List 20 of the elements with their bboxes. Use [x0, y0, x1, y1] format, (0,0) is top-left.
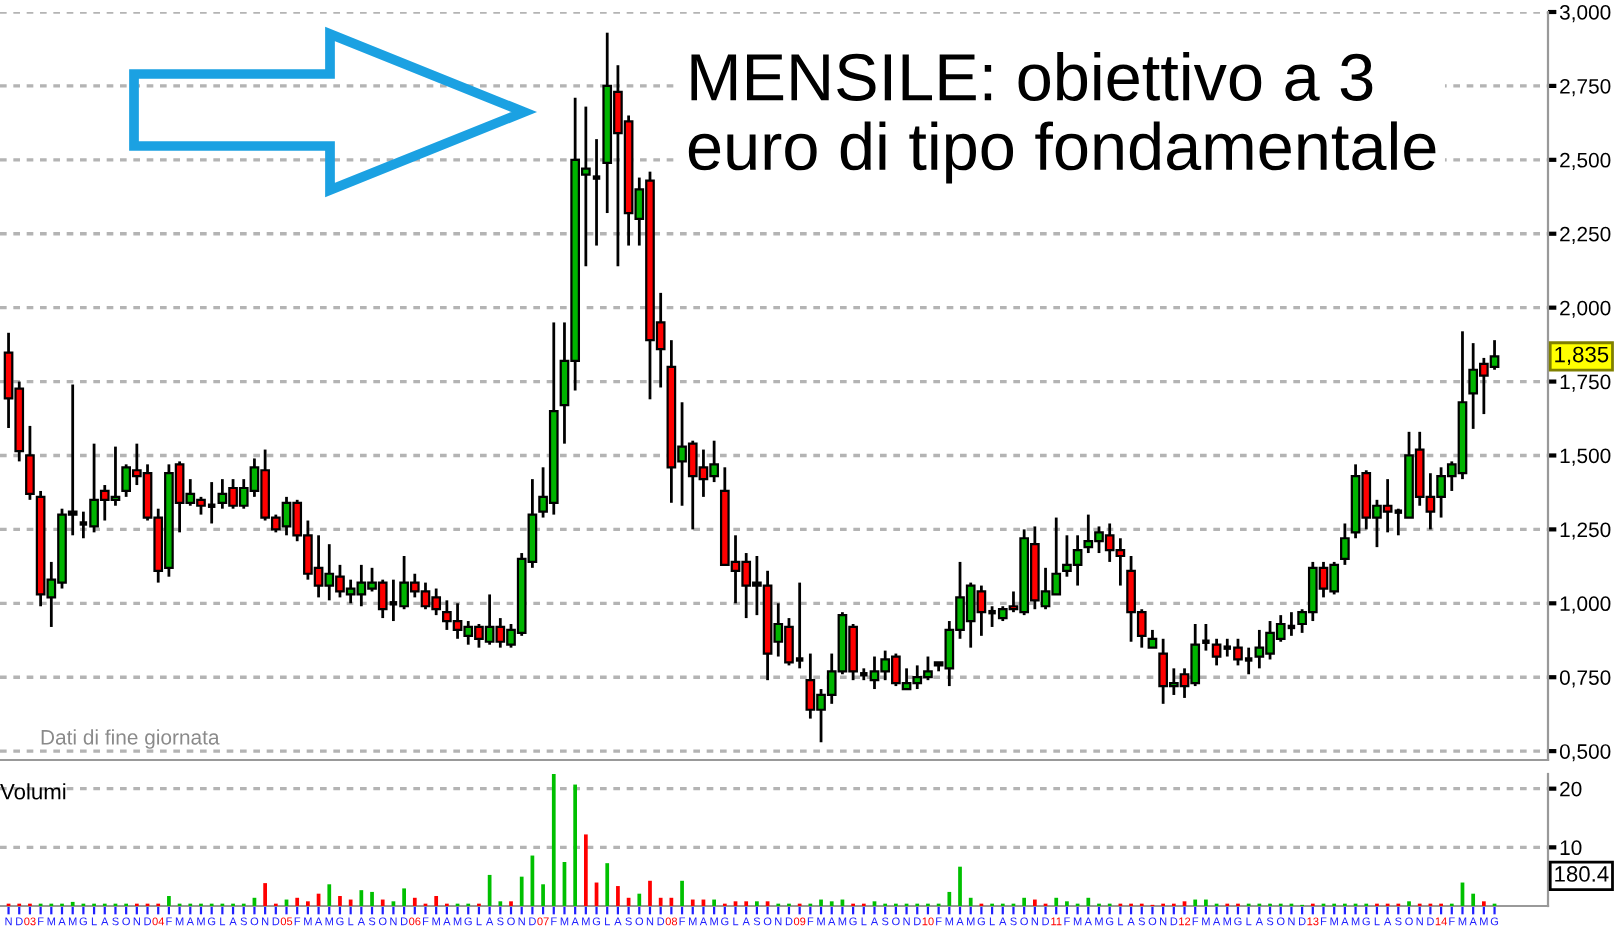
y-tick-label: 0,750: [1559, 670, 1611, 688]
candlestick: [25, 424, 35, 502]
y-tick-label: 2,000: [1560, 300, 1611, 318]
y-tick-label: 2,750: [1560, 78, 1611, 97]
y-tick-label: 3,000: [1559, 5, 1611, 23]
y-tick-label: 1,250: [1560, 522, 1611, 540]
chart-title: Volumi: [0, 783, 66, 800]
candlestick: [1340, 522, 1350, 567]
y-tick-label: 2,250: [1560, 226, 1611, 244]
annotation: Dati di fine giornata: [41, 729, 220, 749]
y-tick-label: 1,750: [1560, 374, 1611, 392]
y-tick-label: 1,500: [1560, 448, 1611, 466]
text: 1,835: [1555, 346, 1609, 366]
y-tick-label: 20: [1560, 781, 1582, 797]
y-tick-label: 1,000: [1560, 596, 1611, 614]
text: 180.4: [1555, 866, 1609, 882]
y-tick-label: 2,500: [1560, 152, 1611, 171]
y-tick-label: 0,500: [1559, 744, 1611, 762]
text: MENSILE: obiettivo a 3 euro di tipo fondamentale: [688, 52, 1436, 184]
y-tick-label: 10: [1560, 840, 1582, 856]
